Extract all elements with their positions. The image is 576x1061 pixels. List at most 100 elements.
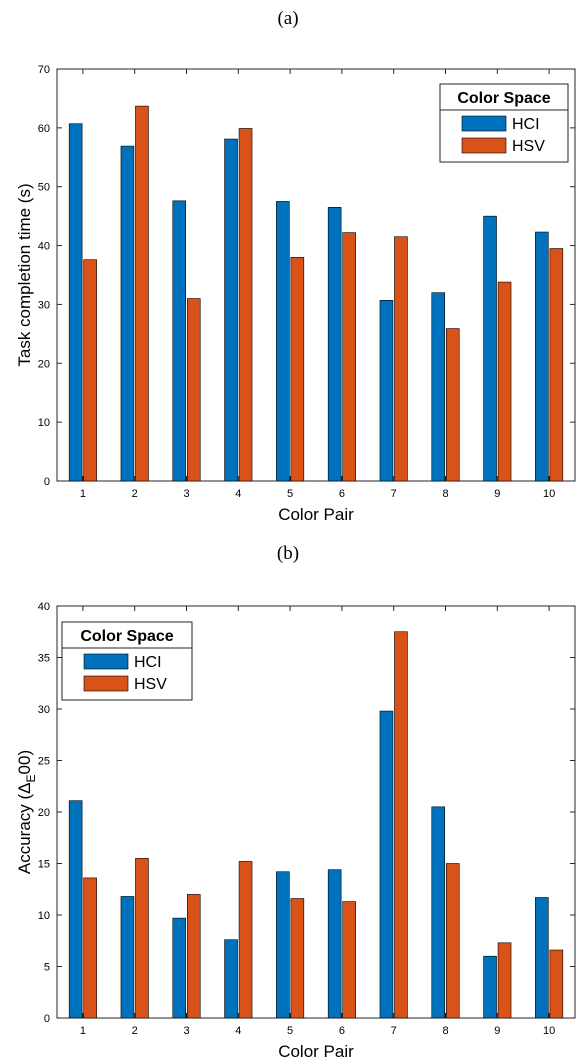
y-tick-label: 40 [38,241,50,253]
bar-hsv-pair-9 [497,281,512,482]
bar-hsv-pair-7 [394,236,408,482]
x-tick-label: 7 [391,1025,397,1037]
bar-hsv-pair-4 [238,128,253,482]
x-tick-label: 2 [132,1025,138,1037]
x-tick-label: 9 [494,1025,500,1037]
bar-hsv-pair-6 [342,901,356,1019]
bar-hsv-pair-6 [342,232,356,482]
bar-hsv-pair-10 [549,949,564,1019]
bar-hsv-pair-1 [83,259,97,482]
bar-hci-pair-10 [535,897,549,1019]
bar-hsv-pair-8 [445,328,460,482]
y-axis-label: Accuracy (ΔE00) [15,750,38,874]
bar-hsv-pair-1 [83,877,97,1019]
y-tick-label: 10 [38,910,50,922]
x-tick-label: 7 [391,488,397,500]
bar-hci-pair-4 [224,138,238,482]
y-tick-label: 25 [38,756,50,768]
y-axis-label-subscript: E [24,774,38,782]
legend-swatch-hsv [461,137,507,154]
y-tick-label: 60 [38,123,50,135]
bar-hsv-pair-4 [238,861,253,1019]
x-axis-label: Color Pair [278,1042,354,1061]
x-axis-label: Color Pair [278,505,354,524]
y-tick-label: 10 [38,417,50,429]
x-tick-label: 4 [235,1025,241,1037]
legend-swatch-hci [461,115,507,132]
y-axis-label-main: Accuracy (Δ [15,782,34,874]
y-axis-label-main: Task completion time (s) [15,183,34,366]
y-axis-label-end: 00) [15,750,34,775]
bar-hci-pair-6 [327,207,342,482]
legend-label-hci: HCI [134,654,162,671]
legend: Color Space HCI HSV [439,83,569,163]
bar-hci-pair-5 [276,201,290,482]
y-tick-label: 50 [38,182,50,194]
x-tick-label: 1 [80,1025,86,1037]
x-tick-label: 5 [287,488,293,500]
y-tick-label: 20 [38,358,50,370]
x-tick-label: 6 [339,1025,345,1037]
legend-label-hsv: HSV [512,138,545,155]
bar-hci-pair-1 [68,123,83,482]
legend-label-hsv: HSV [134,676,167,693]
bar-hci-pair-9 [483,215,497,482]
y-tick-label: 30 [38,704,50,716]
legend-title: Color Space [80,628,173,645]
x-tick-label: 3 [183,1025,189,1037]
plot-area-frame [56,68,576,482]
bar-hci-pair-3 [172,917,187,1019]
y-tick-label: 70 [38,64,50,76]
bar-hci-pair-8 [431,806,446,1019]
panel-label: (b) [277,543,299,564]
y-tick-label: 30 [38,299,50,311]
bar-hci-pair-7 [379,300,394,482]
bar-hsv-pair-3 [186,298,201,482]
bar-hsv-pair-10 [549,248,564,482]
legend-label-hci: HCI [512,116,540,133]
bar-hci-pair-9 [483,955,497,1019]
bar-hci-pair-3 [172,200,187,482]
x-tick-label: 1 [80,488,86,500]
bar-hci-pair-8 [431,292,446,482]
bar-hsv-pair-9 [497,942,512,1019]
bar-hci-pair-5 [276,871,290,1019]
bar-hsv-pair-5 [290,257,305,482]
bar-hci-pair-1 [68,800,83,1019]
bar-hci-pair-7 [379,710,394,1019]
x-tick-label: 8 [442,488,448,500]
x-tick-label: 6 [339,488,345,500]
bar-hci-pair-2 [120,896,135,1019]
y-tick-label: 40 [38,601,50,613]
y-tick-label: 5 [44,962,50,974]
y-tick-label: 0 [44,476,50,488]
bar-hsv-pair-7 [394,631,408,1019]
bar-hsv-pair-8 [445,863,460,1019]
bar-hci-pair-2 [120,145,135,482]
bar-hci-pair-10 [535,231,549,482]
bar-hci-pair-6 [327,869,342,1019]
chart-panel-b: (b) 0 5 10 15 20 25 30 35 40 1 2 3 4 5 6 7 8 9 10 Color Pair… [15,543,576,1061]
x-tick-label: 3 [183,488,189,500]
x-tick-label: 10 [543,1025,555,1037]
x-tick-label: 5 [287,1025,293,1037]
y-tick-label: 35 [38,653,50,665]
x-tick-label: 8 [442,1025,448,1037]
legend-swatch-hci [83,653,129,670]
x-tick-label: 9 [494,488,500,500]
legend-swatch-hsv [83,675,129,692]
x-tick-label: 4 [235,488,241,500]
bar-hsv-pair-5 [290,898,305,1019]
y-tick-label: 20 [38,807,50,819]
legend-title: Color Space [457,90,550,107]
bar-hci-pair-4 [224,939,238,1019]
legend: Color Space HCI HSV [61,621,193,701]
y-axis-label: Task completion time (s) [15,183,34,366]
y-tick-label: 0 [44,1013,50,1025]
bar-hsv-pair-2 [135,858,149,1019]
y-tick-label: 15 [38,859,50,871]
panel-label: (a) [277,8,298,29]
bar-hsv-pair-2 [135,105,149,482]
bar-hsv-pair-3 [186,894,201,1019]
